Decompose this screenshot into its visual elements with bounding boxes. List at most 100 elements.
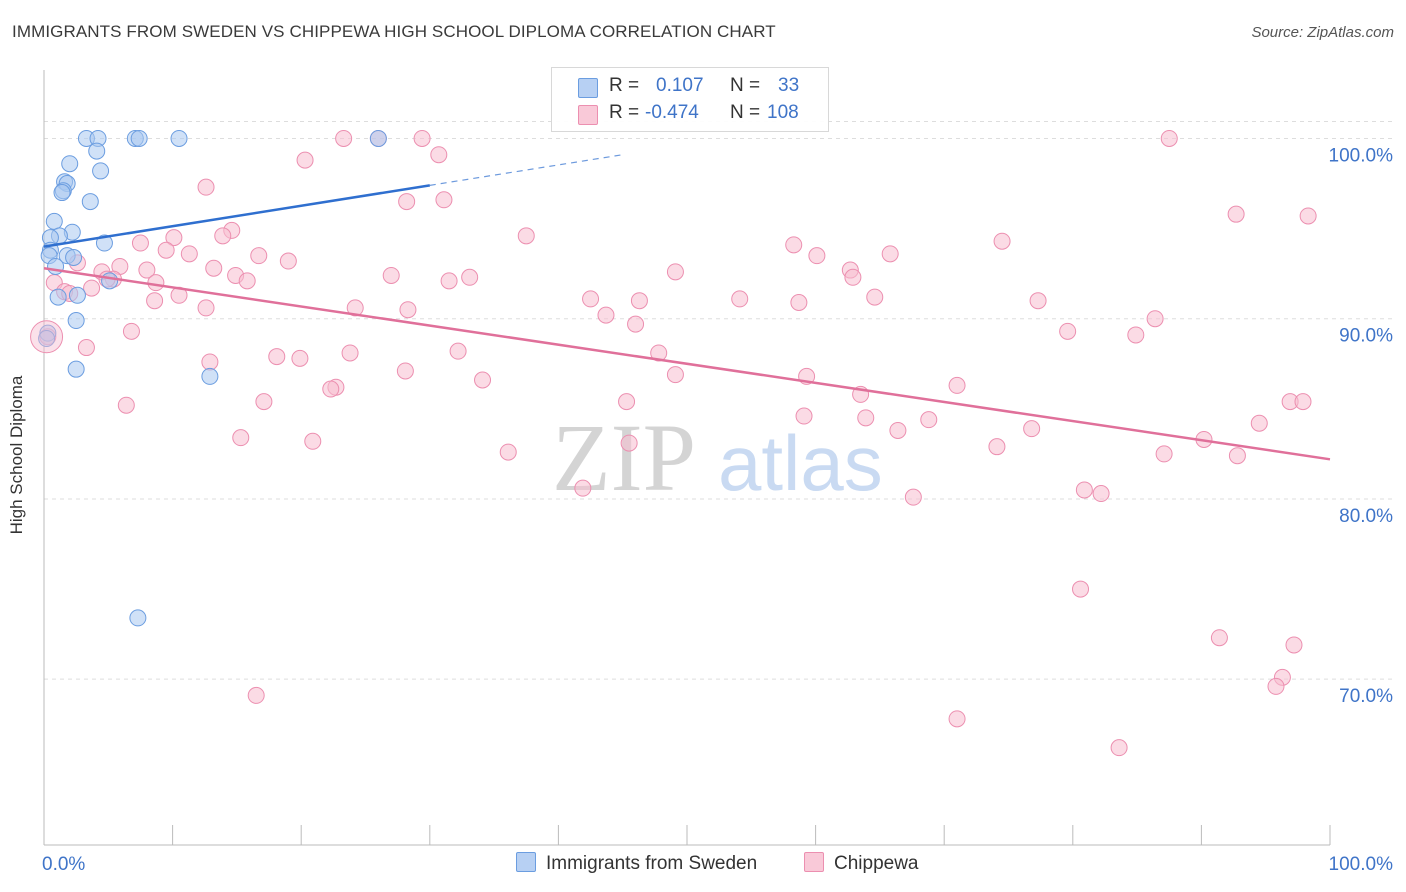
- chippewa-point: [1160, 129, 1178, 147]
- legend-r-label: R =: [609, 75, 640, 96]
- chippewa-point: [1210, 629, 1228, 647]
- chippewa-point: [180, 245, 198, 263]
- chippewa-point: [122, 322, 140, 340]
- sweden-point: [129, 609, 147, 627]
- chippewa-point: [449, 342, 467, 360]
- chippewa-point: [1267, 677, 1285, 695]
- chippewa-point: [920, 411, 938, 429]
- y-tick-label: 90.0%: [1339, 326, 1393, 347]
- chippewa-point: [790, 294, 808, 311]
- chippewa-point: [904, 488, 922, 506]
- chippewa-point: [165, 229, 183, 247]
- chippewa-point: [993, 232, 1011, 250]
- chippewa-point: [889, 421, 907, 439]
- chippewa-point: [857, 409, 875, 427]
- chippewa-point: [335, 129, 353, 147]
- chippewa-point: [255, 393, 273, 411]
- chippewa-point: [138, 261, 156, 279]
- chippewa-point: [232, 429, 250, 447]
- stats-legend: R = 0.107 N = 33 R = -0.474 N = 108: [551, 67, 829, 132]
- sweden-point: [81, 193, 99, 211]
- chippewa-point: [197, 299, 215, 317]
- chippewa-point: [1092, 485, 1110, 503]
- chippewa-point: [396, 362, 414, 380]
- chippewa-point: [866, 288, 884, 306]
- sweden-point: [95, 234, 113, 252]
- chippewa-point: [1155, 445, 1173, 463]
- chippewa-point: [382, 266, 400, 284]
- chippewa-point: [948, 376, 966, 394]
- chippewa-point: [268, 348, 286, 366]
- bottom-legend-sweden: Immigrants from Sweden: [516, 852, 757, 875]
- chippewa-point: [795, 407, 813, 425]
- chippewa-point: [1029, 292, 1047, 310]
- sweden-point: [53, 184, 71, 202]
- sweden-point: [68, 286, 86, 304]
- trend-lines: [43, 154, 1331, 461]
- chippewa-point: [399, 301, 417, 319]
- chippewa-point: [147, 274, 165, 292]
- chippewa-point: [650, 344, 668, 362]
- chippewa-point: [117, 396, 135, 414]
- chippewa-point: [627, 315, 645, 333]
- chippewa-point: [582, 290, 600, 308]
- sweden-point: [88, 142, 106, 160]
- chippewa-point: [435, 191, 453, 209]
- x-tick-label: 100.0%: [1329, 854, 1394, 875]
- y-tick-label: 100.0%: [1329, 145, 1394, 166]
- chippewa-point: [279, 252, 297, 270]
- chippewa-point: [1110, 739, 1128, 757]
- chippewa-point: [250, 247, 268, 265]
- chippewa-point: [1294, 393, 1312, 411]
- chippewa-point: [83, 279, 101, 297]
- sweden-point: [369, 129, 387, 147]
- chippewa-point: [346, 299, 364, 317]
- chippewa-point: [844, 268, 862, 286]
- chippewa-point: [1285, 636, 1303, 654]
- watermark-zip: ZIP: [552, 404, 696, 511]
- chippewa-point: [440, 272, 458, 290]
- y-tick-label: 80.0%: [1339, 506, 1393, 527]
- chippewa-point: [881, 245, 899, 263]
- chippewa-point: [1075, 481, 1093, 499]
- sweden-point: [38, 330, 56, 348]
- sweden-trend-extension: [429, 154, 623, 186]
- legend-r-label: R =: [609, 102, 640, 123]
- chippewa-point: [197, 178, 215, 196]
- chippewa-point: [398, 193, 416, 211]
- chippewa-point: [291, 349, 309, 367]
- chippewa-point: [322, 380, 340, 398]
- chippewa-point: [413, 129, 431, 147]
- sweden-point: [92, 162, 110, 180]
- chippewa-point: [205, 259, 223, 277]
- chippewa-point: [808, 247, 826, 265]
- sweden-point: [170, 129, 188, 147]
- sweden-point: [201, 367, 219, 385]
- chippewa-point: [1227, 205, 1245, 223]
- chippewa-point: [157, 241, 175, 259]
- chippewa-point: [1127, 326, 1145, 344]
- chippewa-point: [1228, 447, 1246, 465]
- chippewa-point: [247, 686, 265, 704]
- chippewa-point: [988, 438, 1006, 456]
- bottom-legend-label-chippewa: Chippewa: [834, 853, 919, 874]
- legend-r-value: -0.474: [645, 102, 699, 123]
- chippewa-point: [1146, 310, 1164, 328]
- chippewa-trend-line: [43, 267, 1331, 461]
- sweden-point: [49, 288, 67, 306]
- sweden-point: [67, 312, 85, 330]
- sweden-point: [67, 360, 85, 378]
- y-axis-label: High School Diploma: [7, 375, 26, 535]
- chippewa-point: [304, 432, 322, 450]
- chippewa-point: [618, 393, 636, 411]
- chippewa-point: [131, 234, 149, 252]
- chippewa-point: [146, 292, 164, 310]
- chippewa-point: [214, 227, 232, 245]
- chippewa-point: [517, 227, 535, 245]
- bottom-legend-label-sweden: Immigrants from Sweden: [546, 853, 758, 874]
- chippewa-point: [461, 268, 479, 286]
- source-credit: Source: ZipAtlas.com: [1251, 24, 1394, 41]
- chippewa-point: [499, 443, 517, 461]
- chippewa-point: [474, 371, 492, 389]
